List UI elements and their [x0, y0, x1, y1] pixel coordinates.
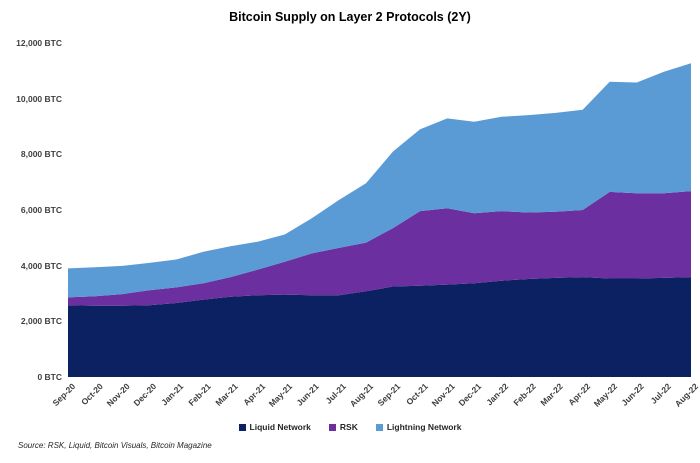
- legend-item-lightning-network: Lightning Network: [375, 422, 462, 432]
- legend-swatch-icon: [238, 423, 246, 431]
- legend-swatch-icon: [328, 423, 336, 431]
- chart-legend: Liquid Network RSK Lightning Network: [0, 420, 700, 434]
- area-series-rsk: [68, 191, 691, 306]
- area-series-lightning-network: [68, 63, 691, 298]
- source-note: Source: RSK, Liquid, Bitcoin Visuals, Bi…: [18, 441, 212, 450]
- legend-item-liquid-network: Liquid Network: [238, 422, 311, 432]
- y-tick-label: 4,000 BTC: [20, 260, 62, 271]
- area-series-liquid-network: [68, 277, 691, 377]
- legend-label: Lightning Network: [386, 422, 462, 432]
- legend-label: Liquid Network: [249, 422, 311, 432]
- y-tick-label: 8,000 BTC: [20, 149, 62, 160]
- chart-title: Bitcoin Supply on Layer 2 Protocols (2Y): [229, 10, 471, 24]
- legend-item-rsk: RSK: [328, 422, 358, 432]
- y-tick-label: 10,000 BTC: [16, 93, 62, 104]
- y-tick-label: 0 BTC: [37, 372, 62, 382]
- y-tick-label: 6,000 BTC: [20, 205, 62, 215]
- legend-label: RSK: [339, 422, 358, 432]
- legend-swatch-icon: [375, 423, 383, 431]
- y-tick-label: 2,000 BTC: [20, 316, 62, 327]
- y-tick-label: 12,000 BTC: [16, 38, 62, 48]
